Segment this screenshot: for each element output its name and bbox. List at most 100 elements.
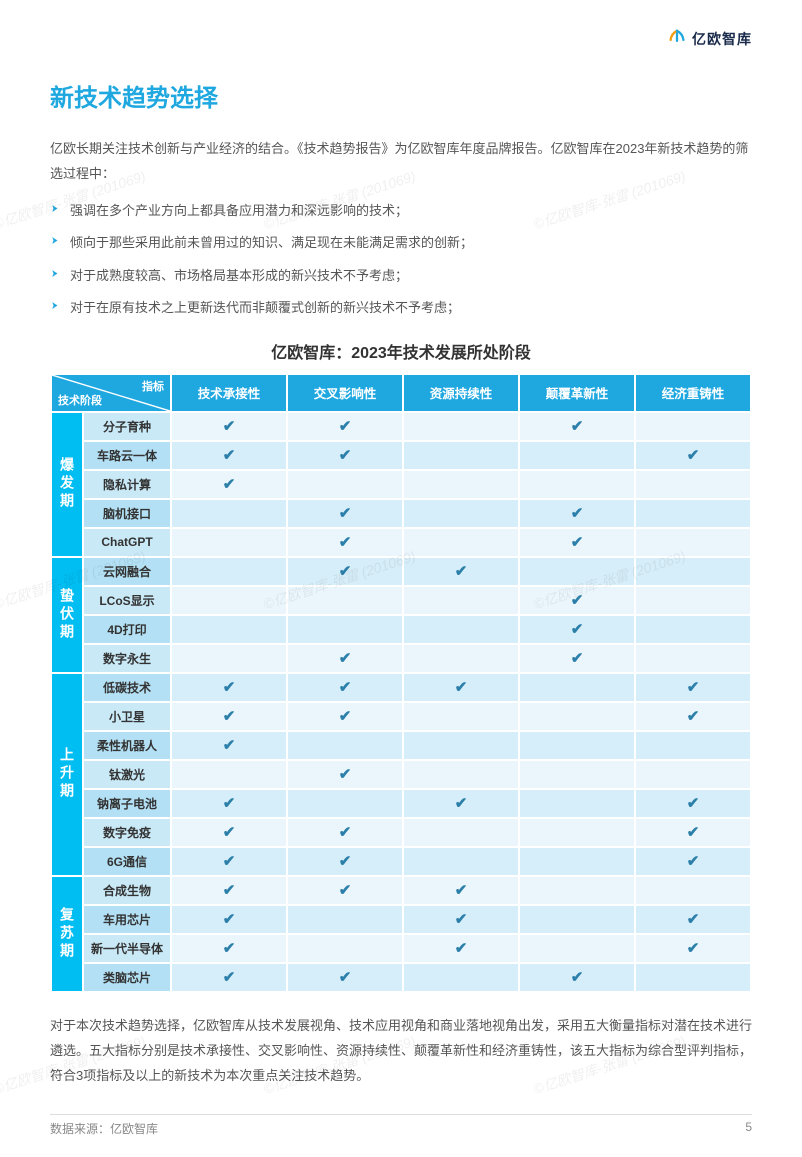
check-cell: ✔ xyxy=(171,731,287,760)
intro-paragraph: 亿欧长期关注技术创新与产业经济的结合。《技术趋势报告》为亿欧智库年度品牌报告。亿… xyxy=(50,137,752,186)
check-cell: ✔ xyxy=(171,934,287,963)
check-cell xyxy=(635,528,751,557)
check-cell xyxy=(635,470,751,499)
check-cell xyxy=(403,499,519,528)
check-cell: ✔ xyxy=(287,963,403,992)
page-title: 新技术趋势选择 xyxy=(50,78,752,113)
check-cell: ✔ xyxy=(519,615,635,644)
table-row: 复苏期合成生物✔✔✔ xyxy=(51,876,751,905)
check-cell: ✔ xyxy=(635,847,751,876)
check-cell: ✔ xyxy=(287,412,403,441)
tech-label: 车路云一体 xyxy=(83,441,171,470)
check-cell xyxy=(403,847,519,876)
table-row: 上升期低碳技术✔✔✔✔ xyxy=(51,673,751,702)
tech-label: 数字免疫 xyxy=(83,818,171,847)
check-cell: ✔ xyxy=(403,557,519,586)
check-cell xyxy=(287,615,403,644)
check-cell xyxy=(403,644,519,673)
logo-icon xyxy=(666,28,688,50)
table-row: 爆发期分子育种✔✔✔ xyxy=(51,412,751,441)
check-cell xyxy=(635,615,751,644)
tech-label: 分子育种 xyxy=(83,412,171,441)
check-cell: ✔ xyxy=(635,789,751,818)
table-row: ChatGPT✔✔ xyxy=(51,528,751,557)
tech-label: 车用芯片 xyxy=(83,905,171,934)
column-header: 经济重铸性 xyxy=(635,374,751,412)
check-cell xyxy=(403,963,519,992)
bullet-item: 对于在原有技术之上更新迭代而非颠覆式创新的新兴技术不予考虑； xyxy=(50,297,752,319)
check-cell xyxy=(403,412,519,441)
table-row: 钛激光✔ xyxy=(51,760,751,789)
check-cell: ✔ xyxy=(171,847,287,876)
check-cell: ✔ xyxy=(171,963,287,992)
tech-label: 类脑芯片 xyxy=(83,963,171,992)
check-cell xyxy=(287,789,403,818)
check-cell xyxy=(287,934,403,963)
check-cell xyxy=(635,760,751,789)
table-row: 4D打印✔ xyxy=(51,615,751,644)
check-cell: ✔ xyxy=(519,963,635,992)
check-cell xyxy=(403,760,519,789)
check-cell: ✔ xyxy=(287,441,403,470)
table-row: LCoS显示✔ xyxy=(51,586,751,615)
check-cell xyxy=(171,499,287,528)
check-cell: ✔ xyxy=(171,702,287,731)
table-row: 钠离子电池✔✔✔ xyxy=(51,789,751,818)
check-cell: ✔ xyxy=(287,557,403,586)
tech-label: 脑机接口 xyxy=(83,499,171,528)
tech-label: 新一代半导体 xyxy=(83,934,171,963)
check-cell: ✔ xyxy=(635,934,751,963)
logo-text: 亿欧智库 xyxy=(692,29,752,49)
bullet-item: 强调在多个产业方向上都具备应用潜力和深远影响的技术； xyxy=(50,200,752,222)
check-cell xyxy=(403,818,519,847)
check-cell xyxy=(519,557,635,586)
check-cell xyxy=(635,586,751,615)
tech-label: 云网融合 xyxy=(83,557,171,586)
check-cell xyxy=(403,528,519,557)
check-cell xyxy=(403,470,519,499)
check-cell: ✔ xyxy=(635,673,751,702)
check-cell: ✔ xyxy=(287,499,403,528)
check-cell xyxy=(171,644,287,673)
table-row: 车用芯片✔✔✔ xyxy=(51,905,751,934)
check-cell: ✔ xyxy=(171,673,287,702)
check-cell xyxy=(287,905,403,934)
tech-label: 合成生物 xyxy=(83,876,171,905)
check-cell: ✔ xyxy=(635,702,751,731)
check-cell xyxy=(519,760,635,789)
stage-header: 复苏期 xyxy=(51,876,83,992)
tech-label: 低碳技术 xyxy=(83,673,171,702)
check-cell xyxy=(519,934,635,963)
footer-separator xyxy=(50,1114,752,1115)
check-cell xyxy=(171,615,287,644)
column-header: 交叉影响性 xyxy=(287,374,403,412)
check-cell xyxy=(287,470,403,499)
check-cell xyxy=(635,557,751,586)
table-row: 类脑芯片✔✔✔ xyxy=(51,963,751,992)
corner-header: 指标 技术阶段 xyxy=(51,374,171,412)
check-cell: ✔ xyxy=(287,528,403,557)
check-cell xyxy=(519,731,635,760)
bullet-list: 强调在多个产业方向上都具备应用潜力和深远影响的技术；倾向于那些采用此前未曾用过的… xyxy=(50,200,752,318)
check-cell: ✔ xyxy=(171,441,287,470)
table-row: 车路云一体✔✔✔ xyxy=(51,441,751,470)
check-cell xyxy=(287,731,403,760)
tech-label: 柔性机器人 xyxy=(83,731,171,760)
check-cell xyxy=(519,818,635,847)
check-cell: ✔ xyxy=(635,441,751,470)
check-cell: ✔ xyxy=(171,818,287,847)
tech-label: 小卫星 xyxy=(83,702,171,731)
check-cell xyxy=(519,470,635,499)
closing-paragraph: 对于本次技术趋势选择，亿欧智库从技术发展视角、技术应用视角和商业落地视角出发，采… xyxy=(50,1013,752,1089)
check-cell xyxy=(519,789,635,818)
check-cell: ✔ xyxy=(519,644,635,673)
check-cell xyxy=(519,847,635,876)
check-cell xyxy=(635,499,751,528)
table-row: 脑机接口✔✔ xyxy=(51,499,751,528)
check-cell: ✔ xyxy=(403,789,519,818)
check-cell xyxy=(171,557,287,586)
table-title: 亿欧智库：2023年技术发展所处阶段 xyxy=(50,339,752,363)
check-cell: ✔ xyxy=(403,876,519,905)
tech-label: LCoS显示 xyxy=(83,586,171,615)
check-cell: ✔ xyxy=(287,673,403,702)
